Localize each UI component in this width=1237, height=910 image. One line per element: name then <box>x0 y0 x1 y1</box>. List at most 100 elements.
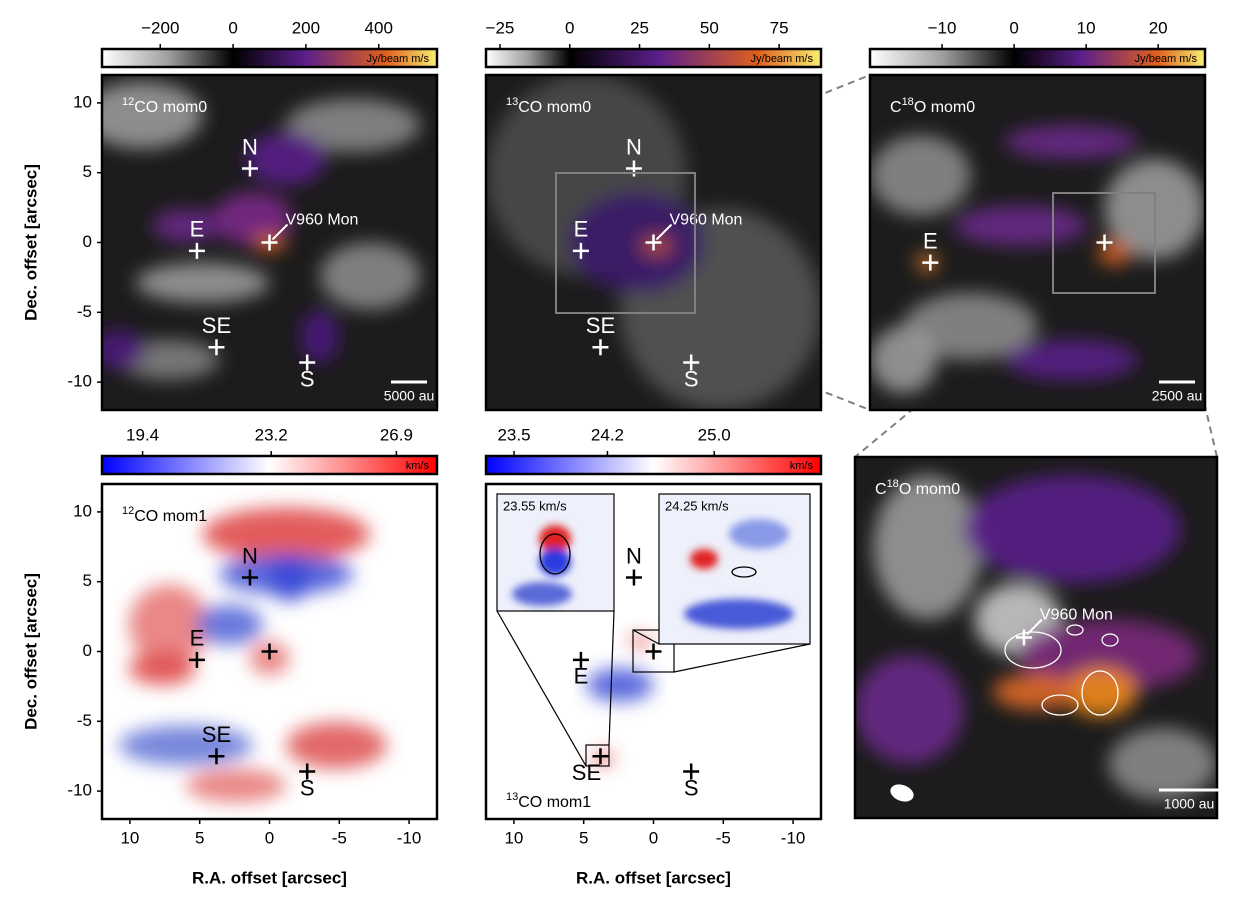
source-marker <box>592 339 609 356</box>
source-label: N <box>626 134 642 159</box>
source-marker <box>241 569 258 586</box>
contour <box>1004 631 1062 669</box>
y-axis-label: Dec. offset [arcsec] <box>21 164 40 321</box>
x-tick-label: 10 <box>504 828 523 847</box>
colorbar-tick-label: 10 <box>1077 18 1096 37</box>
label-leader <box>271 223 289 241</box>
emission-blob <box>1017 619 1199 692</box>
colorbar-tick-label: 23.5 <box>497 425 530 444</box>
source-marker <box>922 254 939 271</box>
title-isotope: 12 <box>122 96 134 108</box>
colorbar-tick-label: 0 <box>228 18 237 37</box>
emission-blob <box>202 507 370 562</box>
colorbar-unit: km/s <box>406 460 430 472</box>
colorbar-tick-label: 0 <box>565 18 574 37</box>
source-label: S <box>300 775 315 800</box>
emission-blob <box>1004 339 1138 380</box>
title-text: CO mom0 <box>518 99 591 116</box>
emission-blob <box>269 554 310 602</box>
panel-title: C18O mom0 <box>875 478 960 498</box>
contour <box>1066 624 1084 636</box>
source-marker <box>625 569 642 586</box>
scale-bar-label: 2500 au <box>1152 388 1203 404</box>
inset-emission <box>729 519 789 549</box>
x-tick-label: 0 <box>265 828 274 847</box>
colorbar <box>868 47 1207 69</box>
emission-blob <box>1004 125 1138 159</box>
title-isotope: 13 <box>506 791 518 803</box>
colorbar-tick-label: −200 <box>141 18 179 37</box>
inset-emission <box>512 582 572 606</box>
emission-blob <box>102 81 203 149</box>
inset-connector <box>496 610 587 767</box>
source-label: V960 Mon <box>1040 607 1113 624</box>
source-marker <box>592 748 609 765</box>
source-marker <box>188 242 205 259</box>
emission-blob <box>1108 727 1217 800</box>
emission-blob <box>586 668 654 702</box>
y-tick-label: -5 <box>77 711 92 730</box>
emission-blob <box>319 242 421 310</box>
emission-blob <box>212 192 293 246</box>
x-tick-label: -10 <box>397 828 422 847</box>
colorbar-tick-label: 19.4 <box>126 425 159 444</box>
y-tick-label: 10 <box>73 92 92 111</box>
x-tick-label: -5 <box>332 828 347 847</box>
inset-label: 23.55 km/s <box>503 498 567 513</box>
scale-bar-label: 1000 au <box>1164 796 1215 812</box>
x-tick-label: -10 <box>781 828 806 847</box>
colorbar-tick-label: 26.9 <box>380 425 413 444</box>
y-tick-label: 10 <box>73 501 92 520</box>
x-axis-label: R.A. offset [arcsec] <box>192 868 347 887</box>
source-label: S <box>300 366 315 391</box>
inset-emission <box>539 525 571 553</box>
inset-source-box <box>585 744 610 767</box>
x-axis-label: R.A. offset [arcsec] <box>576 868 731 887</box>
zoom-box <box>555 172 696 314</box>
emission-blob <box>128 651 196 685</box>
map-emission <box>102 81 421 380</box>
label-leader <box>655 223 673 241</box>
colorbar <box>100 47 439 69</box>
source-marker <box>241 160 258 177</box>
inset-source-box <box>632 629 675 673</box>
colorbar-tick-label: −25 <box>486 18 515 37</box>
source-label: N <box>626 543 642 568</box>
inset-frame <box>496 493 615 612</box>
title-isotope: 18 <box>887 478 899 490</box>
y-tick-label: -5 <box>77 302 92 321</box>
emission-blob <box>873 475 982 620</box>
title-element: C <box>875 481 887 498</box>
x-tick-label: 10 <box>120 828 139 847</box>
map-emission <box>486 75 821 410</box>
emission-blob <box>286 721 387 769</box>
emission-blob <box>102 329 146 370</box>
colorbar-unit: Jy/beam m/s <box>367 53 430 65</box>
panel-title: C18O mom0 <box>890 96 975 116</box>
panel-title: 12CO mom1 <box>122 505 207 525</box>
source-marker <box>188 651 205 668</box>
x-tick-label: 5 <box>579 828 588 847</box>
panel-title: 13CO mom1 <box>506 791 591 811</box>
colorbar <box>484 454 823 476</box>
title-isotope: 13 <box>506 96 518 108</box>
source-label: E <box>190 626 205 651</box>
map-image <box>102 75 437 410</box>
source-label: E <box>190 217 205 242</box>
y-tick-label: 0 <box>83 641 92 660</box>
source-marker <box>261 643 278 660</box>
colorbar-unit: Jy/beam m/s <box>751 53 814 65</box>
colorbar-unit: Jy/beam m/s <box>1135 53 1198 65</box>
source-marker <box>208 748 225 765</box>
colorbar-tick-label: 400 <box>365 18 393 37</box>
emission-blob <box>855 655 964 764</box>
y-tick-label: -10 <box>67 781 92 800</box>
title-text: O mom0 <box>914 99 975 116</box>
zoom-box <box>1052 192 1156 294</box>
panel-title: 13CO mom0 <box>506 96 591 116</box>
emission-blob <box>246 131 327 186</box>
x-tick-label: 5 <box>195 828 204 847</box>
emission-blob <box>135 262 270 303</box>
map-image <box>870 75 1205 410</box>
